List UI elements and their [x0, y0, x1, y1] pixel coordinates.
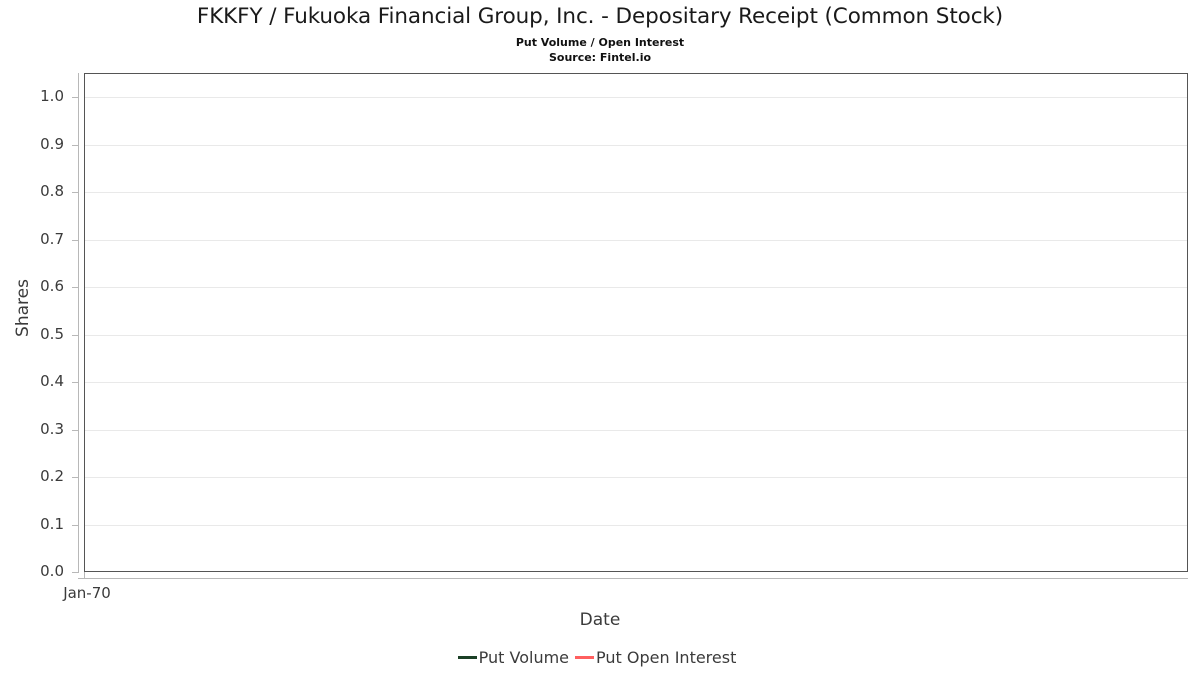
plot-area [84, 73, 1188, 572]
y-tick-label: 0.7 [40, 229, 64, 248]
legend-item-put-open-interest[interactable]: Put Open Interest [575, 648, 742, 667]
legend-label: Put Open Interest [596, 648, 737, 667]
gridline [85, 239, 1187, 241]
y-tick-mark [72, 97, 79, 98]
y-tick-label: 0.3 [40, 419, 64, 438]
y-tick-label: 0.9 [40, 134, 64, 153]
gridline [85, 97, 1187, 98]
y-tick-label: 0.6 [40, 277, 64, 295]
x-tick-mark [84, 572, 85, 579]
data-series-layer [85, 74, 1187, 571]
y-tick-mark [72, 572, 79, 573]
gridline [85, 287, 1187, 288]
y-tick-label: 0.1 [40, 514, 64, 533]
x-axis-spine [78, 578, 1188, 579]
y-tick-label: 0.0 [40, 562, 64, 580]
gridline [85, 477, 1187, 478]
y-tick-mark [72, 287, 79, 288]
y-tick-label: 0.4 [40, 372, 64, 390]
y-tick-mark [72, 429, 79, 431]
legend-color-swatch [575, 656, 595, 659]
gridlines [85, 74, 1187, 571]
legend-label: Put Volume [478, 648, 570, 667]
y-tick-label: 0.8 [40, 182, 64, 200]
y-tick-mark [72, 524, 79, 526]
gridline [85, 192, 1187, 193]
y-tick-label: 0.5 [40, 324, 64, 343]
y-tick-mark [72, 192, 79, 193]
y-tick-label: 0.2 [40, 467, 64, 485]
y-tick-mark [72, 239, 79, 241]
chart-title: FKKFY / Fukuoka Financial Group, Inc. - … [196, 4, 1004, 29]
legend-color-swatch [457, 656, 477, 659]
y-tick-label: 1.0 [40, 87, 64, 105]
y-tick-mark [72, 477, 79, 478]
gridline [85, 524, 1187, 526]
y-tick-mark [72, 334, 79, 336]
gridline [85, 429, 1187, 431]
gridline [85, 382, 1187, 383]
y-tick-mark [72, 144, 79, 146]
chart-subtitle: Put Volume / Open Interest [515, 36, 685, 49]
y-axis-title: Shares [13, 279, 33, 337]
chart-source-label: Source: Fintel.io [548, 51, 652, 64]
gridline [85, 144, 1187, 146]
legend-item-put-volume[interactable]: Put Volume [457, 648, 575, 667]
x-tick-label: Jan-70 [63, 584, 111, 602]
x-axis-title: Date [579, 610, 621, 630]
chart-legend: Put Volume Put Open Interest [0, 648, 1200, 667]
y-tick-mark [72, 382, 79, 383]
gridline [85, 334, 1187, 336]
y-axis-spine [78, 73, 79, 573]
